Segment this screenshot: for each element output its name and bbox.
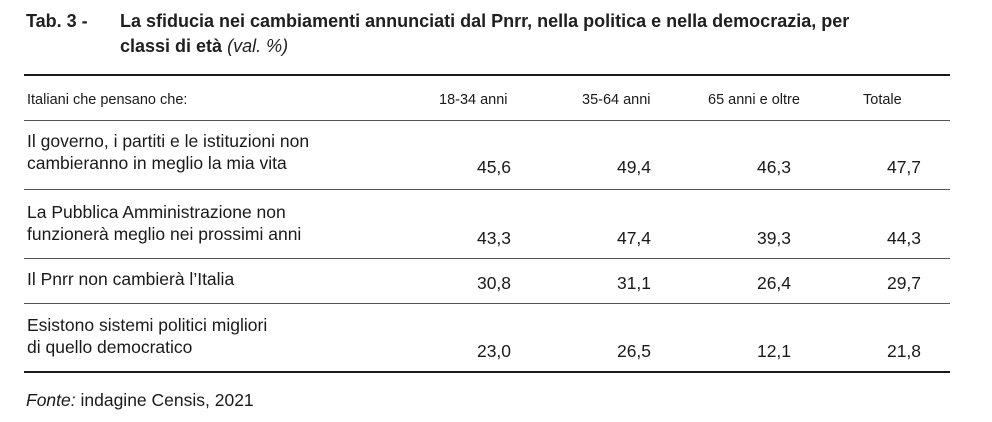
value-35-64: 47,4 <box>616 228 652 248</box>
table-number: Tab. 3 - <box>26 11 88 31</box>
row-label-line-2: di quello democratico <box>27 337 193 357</box>
table-title: Tab. 3 - La sfiducia nei cambiamenti annu… <box>26 9 966 59</box>
row-label-line-1: Esistono sistemi politici migliori <box>27 315 268 335</box>
row-divider <box>24 303 950 304</box>
value-65-plus: 39,3 <box>756 228 792 248</box>
table-row: La Pubblica Amministrazione non funzione… <box>24 201 950 249</box>
header-label: Italiani che pensano che: <box>27 92 188 108</box>
row-label: Esistono sistemi politici migliori di qu… <box>27 314 387 358</box>
value-35-64: 49,4 <box>616 157 652 177</box>
row-label: Il governo, i partiti e le istituzioni n… <box>27 130 387 174</box>
source-note: Fonte: indagine Censis, 2021 <box>26 390 254 411</box>
source-text: indagine Censis, 2021 <box>75 390 254 410</box>
value-18-34: 23,0 <box>476 341 512 361</box>
header-col-18-34: 18-34 anni <box>439 92 508 108</box>
header-col-65-plus: 65 anni e oltre <box>708 92 800 108</box>
value-35-64: 31,1 <box>616 273 652 293</box>
row-label: La Pubblica Amministrazione non funzione… <box>27 201 387 245</box>
bottom-rule <box>24 371 950 373</box>
value-18-34: 45,6 <box>476 157 512 177</box>
row-label-line-1: Il governo, i partiti e le istituzioni n… <box>27 131 310 151</box>
title-line-1: La sfiducia nei cambiamenti annunciati d… <box>120 11 850 31</box>
value-18-34: 30,8 <box>476 273 512 293</box>
table-header: Italiani che pensano che: 18-34 anni 35-… <box>24 92 950 110</box>
row-label-line-2: funzionerà meglio nei prossimi anni <box>27 224 302 244</box>
value-totale: 47,7 <box>886 157 922 177</box>
row-label-line-2: cambieranno in meglio la mia vita <box>27 153 287 173</box>
value-65-plus: 12,1 <box>756 341 792 361</box>
value-totale: 29,7 <box>886 273 922 293</box>
row-divider <box>24 258 950 259</box>
value-65-plus: 46,3 <box>756 157 792 177</box>
value-totale: 21,8 <box>886 341 922 361</box>
table-row: Esistono sistemi politici migliori di qu… <box>24 314 950 362</box>
source-label: Fonte: <box>26 390 76 410</box>
value-35-64: 26,5 <box>616 341 652 361</box>
row-divider <box>24 189 950 190</box>
value-18-34: 43,3 <box>476 228 512 248</box>
header-col-totale: Totale <box>863 92 902 108</box>
row-label: Il Pnrr non cambierà l’Italia <box>27 268 387 290</box>
table-subtitle: (val. %) <box>227 36 289 56</box>
value-totale: 44,3 <box>886 228 922 248</box>
header-rule <box>24 120 950 121</box>
row-label-line-1: Il Pnrr non cambierà l’Italia <box>27 269 235 289</box>
title-line-2: classi di età <box>120 36 223 56</box>
table-row: Il governo, i partiti e le istituzioni n… <box>24 130 950 178</box>
value-65-plus: 26,4 <box>756 273 792 293</box>
row-label-line-1: La Pubblica Amministrazione non <box>27 202 286 222</box>
top-rule <box>24 74 950 76</box>
header-col-35-64: 35-64 anni <box>582 92 651 108</box>
table-row: Il Pnrr non cambierà l’Italia 30,8 31,1 … <box>24 268 950 294</box>
